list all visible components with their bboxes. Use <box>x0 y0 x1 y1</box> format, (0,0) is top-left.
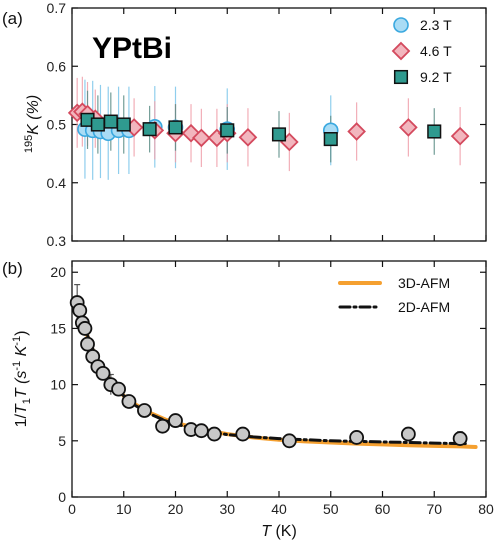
b-point-12 <box>155 418 170 434</box>
b-fit-3d-afm <box>75 304 478 449</box>
panel-b-x-axis-title: T (K) <box>261 523 297 540</box>
a-legend-marker-1 <box>391 41 411 61</box>
b-point-16 <box>206 426 222 442</box>
panel-a-x-ticks <box>71 8 487 241</box>
y-part-1: 1/ <box>13 414 30 428</box>
b-xtick-label-1: 10 <box>116 501 132 517</box>
panel-a: 0.3 0.4 0.5 0.6 0.7 2.3 T 4.6 T 9.2 T (a) YPtB… <box>2 0 487 249</box>
b-point-1 <box>72 303 88 318</box>
panel-b-y-axis-title: 1/T1T (s-1 K-1) <box>11 331 33 428</box>
b-point-21 <box>452 431 468 446</box>
b-point-10 <box>121 394 137 409</box>
b-xtick-label-4: 40 <box>271 501 287 517</box>
b-legend-label-0: 3D-AFM <box>398 275 450 291</box>
b-point-3 <box>77 321 93 336</box>
a-point-square-1 <box>90 117 105 132</box>
y-part-sub1: 1 <box>21 398 33 404</box>
panel-b-frame <box>71 260 487 498</box>
b-ytick-label-3: 15 <box>50 320 66 336</box>
a-point-square-4 <box>142 122 157 137</box>
panel-b-x-ticks: 0 10 20 30 40 50 60 70 80 <box>68 261 494 517</box>
a-legend-label-1: 4.6 T <box>420 43 452 59</box>
y-part-T: T <box>13 403 30 414</box>
b-point-13 <box>168 413 183 428</box>
b-xtick-label-8: 80 <box>478 501 494 517</box>
a-point-diamond-14 <box>399 118 418 137</box>
x-axis-T: T <box>261 523 272 540</box>
a-ytick-label-0: 0.3 <box>47 233 67 249</box>
a-ytick-label-3: 0.6 <box>47 58 67 74</box>
a-point-diamond-13 <box>347 122 366 141</box>
b-ytick-label-4: 20 <box>50 264 66 280</box>
a-legend-label-2: 9.2 T <box>420 69 452 85</box>
a-point-diamond-7 <box>181 123 201 143</box>
b-point-4 <box>80 336 95 352</box>
panel-b-label: (b) <box>2 259 23 278</box>
y-part-close: ) <box>13 331 30 336</box>
panel-a-legend: 2.3 T 4.6 T 9.2 T <box>391 17 452 85</box>
panel-b-legend: 3D-AFM 2D-AFM <box>338 275 450 315</box>
panel-a-label: (a) <box>2 9 23 28</box>
b-xtick-label-2: 20 <box>168 501 184 517</box>
a-ytick-label-1: 0.4 <box>47 175 67 191</box>
y-part-K: K <box>13 344 30 360</box>
a-point-diamond-11 <box>238 127 258 147</box>
b-xtick-label-0: 0 <box>68 501 76 517</box>
a-point-square-5 <box>168 120 183 135</box>
a-point-diamond-15 <box>450 126 470 146</box>
b-point-18 <box>281 433 297 449</box>
b-point-17 <box>235 426 251 442</box>
b-point-7 <box>95 365 111 381</box>
b-ytick-label-1: 5 <box>58 433 66 449</box>
panel-a-markers <box>67 102 470 152</box>
b-point-11 <box>137 403 152 418</box>
panel-a-y-ticks: 0.3 0.4 0.5 0.6 0.7 <box>47 0 486 249</box>
b-xtick-label-7: 70 <box>426 501 442 517</box>
panel-a-y-axis-main: K (%) <box>25 95 42 135</box>
a-point-square-7 <box>271 127 287 142</box>
b-ytick-label-2: 10 <box>50 377 66 393</box>
a-point-square-8 <box>323 132 338 147</box>
panel-a-y-axis-title: 195K (%) <box>23 95 42 153</box>
b-point-15 <box>193 423 209 439</box>
panel-b-fit-lines <box>75 302 478 449</box>
x-axis-unit: (K) <box>271 523 297 540</box>
panel-b-markers <box>69 295 468 449</box>
a-point-square-2 <box>103 114 118 129</box>
a-ytick-label-2: 0.5 <box>47 117 67 133</box>
b-point-9 <box>111 381 126 397</box>
b-legend-label-1: 2D-AFM <box>398 299 450 315</box>
panel-b-y-ticks: 0 5 10 15 20 <box>50 264 486 505</box>
a-point-square-6 <box>220 123 235 138</box>
b-xtick-label-3: 30 <box>219 501 235 517</box>
a-point-square-3 <box>116 117 131 132</box>
panel-a-y-axis-sup: 195 <box>23 135 35 153</box>
y-part-sup1: -1 <box>11 361 23 371</box>
b-point-19 <box>349 430 365 445</box>
a-point-diamond-8 <box>192 128 211 148</box>
b-ytick-label-0: 0 <box>58 489 66 505</box>
a-legend-marker-0 <box>393 17 409 33</box>
b-point-20 <box>400 426 416 442</box>
panel-a-title: YPtBi <box>92 32 172 65</box>
y-part-s: (s <box>13 371 30 389</box>
b-xtick-label-5: 50 <box>323 501 339 517</box>
b-fit-2d-afm <box>75 302 467 446</box>
a-legend-label-0: 2.3 T <box>420 17 452 33</box>
a-ytick-label-4: 0.7 <box>47 0 67 16</box>
b-xtick-label-6: 60 <box>375 501 391 517</box>
a-point-square-9 <box>427 124 442 139</box>
a-legend-marker-2 <box>393 69 409 85</box>
y-part-T2: T <box>13 387 30 398</box>
y-part-sup2: -1 <box>11 336 23 346</box>
